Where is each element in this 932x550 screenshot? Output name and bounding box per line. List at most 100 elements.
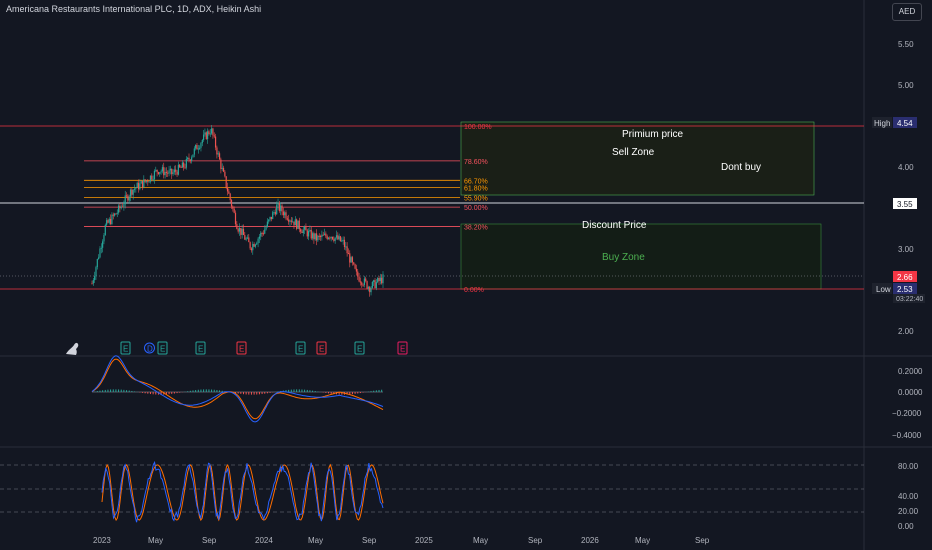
candle-body: [92, 280, 94, 284]
candle-body: [351, 257, 354, 263]
candle-body: [95, 267, 97, 277]
candle-body: [115, 213, 117, 215]
time-axis-label: 2023: [93, 536, 111, 545]
candle-body: [117, 205, 120, 213]
candle-body: [290, 220, 292, 222]
candle-body: [319, 236, 322, 238]
candle-body: [254, 244, 257, 247]
macd-indicator[interactable]: [91, 355, 384, 423]
candle-body: [379, 277, 381, 282]
candle-body: [353, 262, 355, 265]
time-axis-label: 2025: [415, 536, 433, 545]
candle-body: [111, 214, 113, 225]
candle-body: [180, 167, 182, 169]
candle-body: [155, 169, 157, 171]
candle-body: [307, 231, 310, 237]
candle-body: [250, 248, 253, 251]
candle-body: [145, 180, 148, 182]
candle-body: [164, 171, 166, 176]
candle-body: [144, 179, 146, 182]
candle-body: [277, 202, 279, 206]
candle-body: [260, 232, 262, 237]
candle-body: [99, 248, 101, 258]
stochastic-indicator[interactable]: [101, 460, 384, 523]
candle-body: [325, 233, 327, 237]
candle-body: [153, 170, 156, 180]
event-marker[interactable]: [397, 341, 408, 355]
time-axis-label: May: [635, 536, 650, 545]
candle-body: [161, 167, 164, 172]
candle-body: [323, 233, 326, 235]
candle-body: [305, 226, 307, 231]
macd-line: [91, 355, 384, 423]
candle-body: [331, 236, 334, 240]
event-marker[interactable]: [157, 341, 168, 355]
candle-body: [106, 220, 108, 225]
event-marker[interactable]: [354, 341, 365, 355]
candle-body: [289, 220, 291, 222]
sell-zone-box[interactable]: [460, 121, 815, 196]
stoch-tick: 80.00: [898, 462, 919, 471]
candle-body: [112, 214, 114, 216]
fib-level-label: 55.90%: [464, 195, 488, 202]
time-axis-label: Sep: [362, 536, 377, 545]
candle-body: [306, 230, 308, 237]
candle-body: [297, 220, 299, 229]
candle-body: [362, 284, 364, 286]
candle-body: [221, 167, 223, 169]
candle-body: [293, 221, 295, 226]
time-axis-label: Sep: [202, 536, 217, 545]
currency-button[interactable]: AED: [892, 3, 922, 21]
candle-body: [314, 233, 316, 240]
low-label-bg: [872, 283, 892, 294]
macd-tick: −0.4000: [892, 431, 922, 440]
candle-body: [354, 264, 356, 269]
price-axis[interactable]: 5.50 5.00 4.00 3.00 2.00: [898, 40, 914, 336]
event-type-label: E: [198, 345, 203, 354]
time-axis[interactable]: 2023 May Sep 2024 May Sep 2025 May Sep 2026 May Sep: [93, 536, 710, 545]
macd-tick: −0.2000: [892, 409, 922, 418]
candle-body: [343, 239, 346, 248]
candle-body: [249, 242, 251, 249]
time-axis-label: 2026: [581, 536, 599, 545]
candle-body: [189, 159, 191, 161]
candle-body: [234, 212, 237, 225]
candle-body: [252, 243, 254, 251]
candle-body: [274, 212, 276, 215]
candle-body: [337, 235, 339, 240]
candle-body: [237, 228, 239, 232]
fib-level-label: 38.20%: [464, 225, 488, 232]
candle-body: [179, 164, 181, 168]
candle-body: [288, 219, 290, 222]
time-axis-label: Sep: [695, 536, 710, 545]
candle-body: [261, 232, 263, 234]
candle-body: [214, 136, 217, 148]
line-price-badge: [893, 198, 917, 209]
time-axis-label: May: [308, 536, 323, 545]
candle-body: [151, 175, 153, 180]
candle-body: [103, 235, 105, 242]
candle-body: [137, 182, 140, 190]
candle-body: [266, 221, 268, 227]
candle-body: [258, 236, 261, 239]
event-marker[interactable]: [144, 342, 155, 354]
event-marker[interactable]: [316, 341, 327, 355]
candle-body: [278, 202, 280, 211]
candle-body: [317, 235, 319, 241]
candle-body: [125, 195, 128, 197]
candle-body: [184, 167, 186, 169]
event-marker[interactable]: [236, 341, 247, 355]
event-marker[interactable]: [120, 341, 131, 355]
time-axis-label: Sep: [528, 536, 543, 545]
candle-body: [220, 159, 222, 169]
candle-body: [147, 180, 149, 182]
buy-zone-box[interactable]: [460, 223, 822, 290]
candle-body: [334, 237, 336, 241]
event-marker[interactable]: [195, 341, 206, 355]
event-marker[interactable]: [295, 341, 306, 355]
fib-retracement[interactable]: 100.00% 78.60% 66.70%61.80% 55.90% 50.00% 38.…: [0, 124, 864, 294]
countdown: 03:22:40: [896, 296, 923, 303]
candle-body: [369, 287, 371, 293]
